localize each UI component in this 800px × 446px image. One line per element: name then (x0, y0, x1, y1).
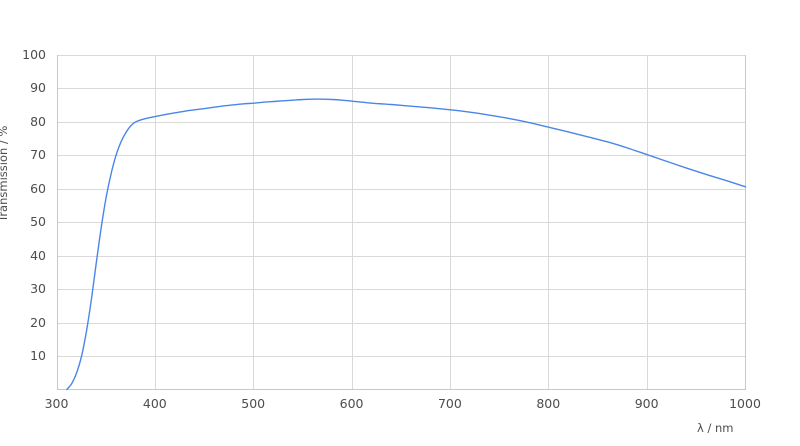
gridline-y-100 (56, 55, 745, 56)
gridline-x-400 (154, 55, 156, 390)
y-axis-title: Transmission / % (0, 126, 10, 222)
gridline-y-70 (56, 155, 745, 157)
y-tick-label-10: 10 (30, 347, 46, 363)
gridline-y-40 (56, 255, 745, 257)
x-tick-label-700: 700 (437, 396, 462, 411)
x-axis-line (56, 388, 745, 390)
y-tick-label-20: 20 (30, 314, 46, 330)
gridline-y-30 (56, 289, 745, 291)
y-tick-label-70: 70 (30, 147, 46, 163)
y-tick-label-30: 30 (30, 280, 46, 296)
y-tick-label-100: 100 (22, 46, 46, 62)
y-tick-label-90: 90 (30, 80, 46, 96)
gridline-y-60 (56, 188, 745, 190)
x-tick-label-800: 800 (536, 396, 561, 411)
x-tick-label-400: 400 (142, 396, 167, 411)
transmission-curve-path (66, 99, 745, 389)
gridline-x-900 (646, 55, 648, 390)
x-tick-label-900: 900 (634, 396, 659, 411)
gridline-x-700 (449, 55, 451, 390)
transmission-curve (57, 55, 746, 390)
gridline-y-50 (56, 222, 745, 224)
y-tick-label-50: 50 (30, 214, 46, 229)
gridline-x-500 (253, 55, 255, 390)
x-tick-label-300: 300 (44, 396, 69, 411)
plot-right-border (745, 55, 746, 390)
gridline-y-90 (56, 88, 745, 90)
gridline-x-800 (548, 55, 550, 390)
y-axis-line (56, 55, 58, 390)
y-tick-label-40: 40 (30, 247, 46, 263)
x-tick-label-500: 500 (241, 396, 266, 411)
gridline-x-600 (351, 55, 353, 390)
plot-area (56, 55, 746, 390)
gridline-y-10 (56, 356, 745, 358)
x-tick-label-600: 600 (339, 396, 364, 411)
x-axis-title: λ / nm (697, 421, 734, 435)
y-tick-label-60: 60 (30, 180, 46, 196)
gridline-y-20 (56, 322, 745, 324)
y-tick-label-80: 80 (30, 113, 46, 129)
x-tick-label-1000: 1000 (729, 396, 761, 411)
gridline-y-80 (56, 121, 745, 123)
